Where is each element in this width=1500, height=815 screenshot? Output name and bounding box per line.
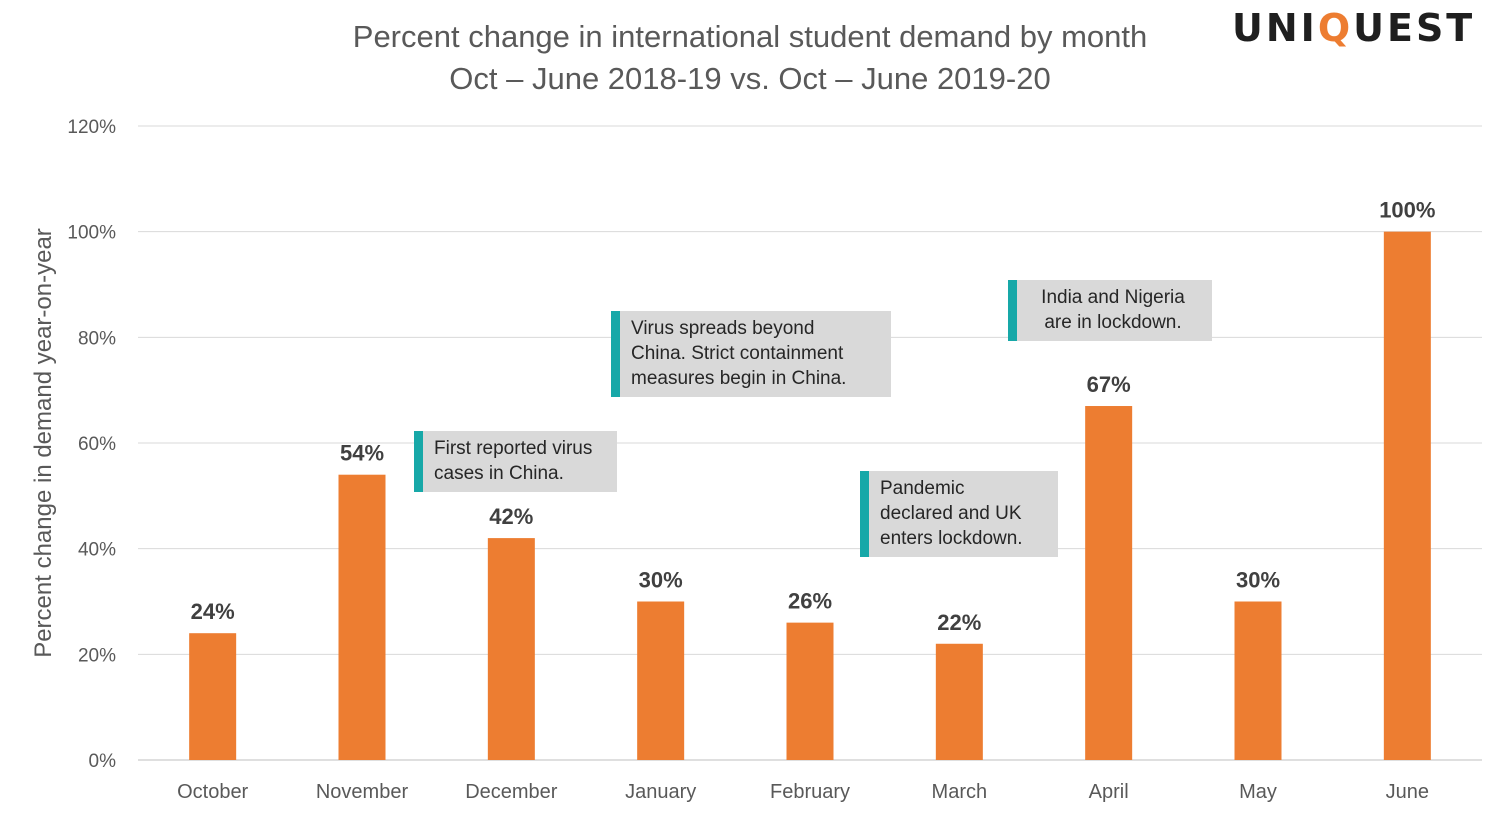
bar	[786, 622, 834, 760]
chart-title: Percent change in international student …	[352, 19, 1148, 54]
bar	[935, 643, 983, 760]
y-tick-label: 0%	[89, 751, 117, 772]
y-tick-label: 80%	[78, 328, 116, 349]
y-tick-label: 60%	[78, 434, 116, 455]
data-label: 67%	[1087, 372, 1131, 397]
annotation-line: Pandemic	[880, 478, 965, 499]
data-label: 54%	[340, 441, 384, 466]
annotation-line: enters lockdown.	[880, 528, 1023, 549]
x-tick-label: May	[1239, 781, 1277, 803]
annotation-line: Virus spreads beyond	[631, 318, 815, 339]
x-tick-label: March	[932, 781, 988, 803]
y-tick-label: 40%	[78, 540, 116, 561]
annotation-line: are in lockdown.	[1044, 312, 1182, 333]
annotation-virus-spreads: Virus spreads beyond China. Strict conta…	[611, 311, 891, 397]
logo-pre: UNI	[1232, 6, 1318, 50]
annotation-line: India and Nigeria	[1041, 287, 1185, 308]
annotation-india-nigeria: India and Nigeria are in lockdown.	[1008, 280, 1212, 341]
x-tick-label: February	[770, 781, 850, 803]
bar	[1085, 406, 1133, 760]
chart-subtitle: Oct – June 2018-19 vs. Oct – June 2019-2…	[449, 61, 1051, 96]
y-tick-label: 100%	[67, 223, 116, 244]
data-label: 42%	[489, 504, 533, 529]
data-label: 26%	[788, 589, 832, 614]
x-tick-label: April	[1089, 781, 1129, 803]
bar	[637, 601, 685, 760]
data-label: 30%	[1236, 568, 1280, 593]
annotation-line: First reported virus	[434, 438, 593, 459]
annotation-line: China. Strict containment	[631, 343, 844, 364]
bar	[487, 538, 535, 760]
x-tick-label: December	[465, 781, 558, 803]
y-tick-label: 120%	[67, 117, 116, 138]
x-tick-label: June	[1386, 781, 1429, 803]
x-tick-label: January	[625, 781, 696, 803]
bar	[1234, 601, 1282, 760]
y-tick-label: 20%	[78, 645, 116, 666]
uniquest-logo: UNIQUEST	[1232, 6, 1475, 50]
x-tick-label: November	[316, 781, 409, 803]
bar	[1383, 231, 1431, 760]
data-label: 100%	[1379, 198, 1435, 223]
data-label: 22%	[937, 610, 981, 635]
logo-q: Q	[1317, 6, 1354, 50]
bar	[338, 474, 386, 760]
logo-post: UEST	[1353, 6, 1476, 50]
x-tick-label: October	[177, 781, 248, 803]
annotation-line: cases in China.	[434, 463, 564, 484]
annotation-line: declared and UK	[880, 503, 1022, 524]
bar	[189, 633, 237, 760]
data-label: 30%	[639, 568, 683, 593]
annotation-line: measures begin in China.	[631, 368, 847, 389]
data-label: 24%	[191, 599, 235, 624]
annotation-pandemic-declared: Pandemic declared and UK enters lockdown…	[860, 471, 1058, 557]
annotation-first-cases: First reported virus cases in China.	[414, 431, 617, 492]
